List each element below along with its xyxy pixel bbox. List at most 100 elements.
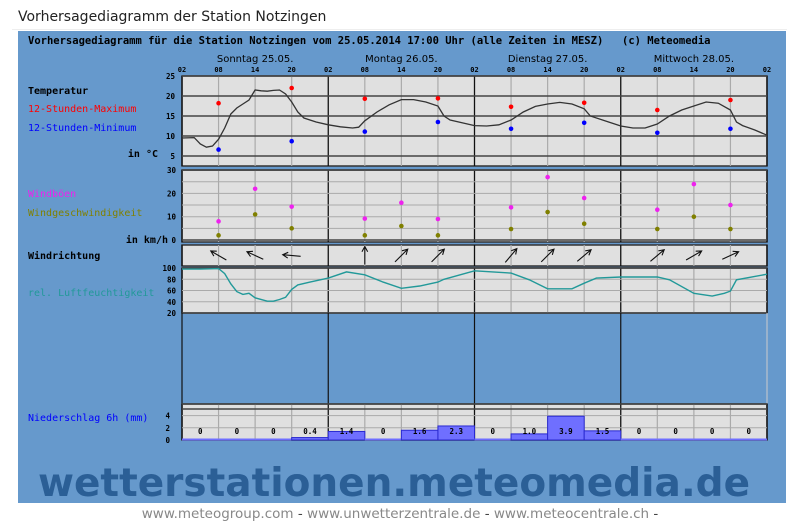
speed-point bbox=[435, 233, 441, 238]
separator: - bbox=[484, 506, 490, 522]
wind-arrow-icon bbox=[685, 250, 703, 261]
hour-tick-label: 02 bbox=[470, 66, 478, 74]
divider bbox=[12, 29, 787, 30]
y-tick-label: 40 bbox=[167, 298, 177, 307]
y-tick-label: 20 bbox=[167, 309, 177, 318]
precip-value-label: 0 bbox=[198, 427, 203, 436]
min-temp-point bbox=[581, 120, 587, 126]
y-tick-label: 15 bbox=[166, 112, 175, 121]
hour-tick-label: 14 bbox=[690, 66, 698, 74]
wind-arrow-icon bbox=[722, 250, 740, 260]
max-temp-point bbox=[581, 100, 587, 106]
precip-value-label: 1.5 bbox=[596, 427, 610, 436]
max-temp-point bbox=[216, 100, 221, 106]
hour-tick-label: 14 bbox=[397, 66, 405, 74]
speed-point bbox=[581, 221, 587, 226]
wind-unit: in km/h bbox=[126, 234, 168, 246]
max-temp-point bbox=[655, 107, 660, 113]
min-legend: 12-Stunden-Minimum bbox=[28, 123, 136, 134]
precip-value-label: 0 bbox=[491, 427, 496, 436]
speed-legend: Windgeschwindigkeit bbox=[28, 208, 142, 219]
y-tick-label: 0 bbox=[165, 436, 170, 445]
y-tick-label: 25 bbox=[166, 72, 175, 81]
wind-arrow-icon bbox=[209, 250, 227, 261]
min-temp-point bbox=[362, 129, 368, 134]
hour-tick-label: 02 bbox=[763, 66, 771, 74]
max-temp-point bbox=[728, 97, 733, 103]
gust-legend: Windböen bbox=[28, 189, 76, 200]
y-tick-label: 0 bbox=[171, 236, 176, 245]
wind-arrow-icon bbox=[245, 250, 264, 260]
hour-tick-label: 20 bbox=[287, 66, 295, 74]
precip-value-label: 0.4 bbox=[303, 427, 317, 436]
separator: - bbox=[653, 506, 659, 522]
hour-tick-label: 14 bbox=[251, 66, 259, 74]
speed-point bbox=[545, 209, 550, 215]
y-tick-label: 30 bbox=[167, 166, 177, 175]
precip-bar bbox=[437, 425, 475, 441]
y-tick-label: 20 bbox=[167, 189, 177, 198]
precip-bar bbox=[291, 437, 329, 441]
min-temp-point bbox=[216, 147, 221, 152]
speed-point bbox=[289, 226, 294, 231]
precip-value-label: 0 bbox=[710, 427, 715, 436]
footer-links: www.meteogroup.com - www.unwetterzentral… bbox=[0, 506, 800, 522]
max-temp-point bbox=[289, 85, 294, 91]
humidity-line bbox=[182, 267, 768, 302]
speed-point bbox=[655, 226, 660, 232]
hour-tick-label: 20 bbox=[434, 66, 442, 74]
gust-point bbox=[362, 216, 368, 221]
y-tick-label: 100 bbox=[162, 264, 176, 273]
temperature-line bbox=[181, 89, 768, 148]
precip-value-label: 1.0 bbox=[523, 427, 537, 436]
wind-arrow-icon bbox=[431, 248, 446, 263]
speed-point bbox=[728, 226, 733, 232]
precip-value-label: 1.6 bbox=[413, 427, 427, 436]
hour-tick-label: 08 bbox=[214, 66, 222, 74]
wind-arrow-icon bbox=[504, 247, 518, 263]
speed-point bbox=[216, 233, 221, 238]
link-unwetterzentrale[interactable]: www.unwetterzentrale.de bbox=[307, 506, 481, 522]
precip-value-label: 2.3 bbox=[449, 427, 463, 436]
link-meteogroup[interactable]: www.meteogroup.com bbox=[141, 506, 294, 522]
precip-value-label: 0 bbox=[637, 427, 642, 436]
hour-tick-label: 02 bbox=[324, 66, 332, 74]
y-tick-label: 10 bbox=[166, 132, 176, 141]
precip-value-label: 1.4 bbox=[340, 427, 354, 436]
wind-arrow-icon bbox=[540, 248, 555, 263]
gust-point bbox=[581, 195, 587, 201]
hour-tick-label: 02 bbox=[617, 66, 625, 74]
page-title: Vorhersagediagramm der Station Notzingen bbox=[18, 9, 327, 25]
precip-legend: Niederschlag 6h (mm) bbox=[28, 413, 148, 424]
min-temp-point bbox=[728, 126, 733, 132]
min-temp-point bbox=[655, 130, 660, 136]
wind-arrow-icon bbox=[576, 248, 592, 262]
speed-point bbox=[691, 214, 697, 219]
wind-arrow-icon bbox=[281, 251, 301, 259]
precip-value-label: 0 bbox=[271, 427, 276, 436]
speed-point bbox=[399, 223, 404, 229]
hour-tick-label: 02 bbox=[178, 66, 186, 74]
chart-title: Vorhersagediagramm für die Station Notzi… bbox=[28, 35, 603, 47]
y-tick-label: 2 bbox=[165, 424, 170, 433]
speed-point bbox=[252, 212, 258, 217]
gust-point bbox=[655, 207, 660, 213]
y-tick-label: 10 bbox=[167, 213, 177, 222]
hour-tick-label: 20 bbox=[726, 66, 734, 74]
gust-point bbox=[728, 202, 733, 208]
wind-direction-label: Windrichtung bbox=[28, 250, 100, 262]
gust-point bbox=[216, 219, 221, 224]
gust-point bbox=[289, 204, 294, 209]
speed-point bbox=[508, 226, 514, 232]
wind-arrow-icon bbox=[394, 248, 409, 263]
link-meteocentrale[interactable]: www.meteocentrale.ch bbox=[493, 506, 650, 522]
max-temp-point bbox=[508, 104, 514, 110]
precip-bar bbox=[327, 430, 366, 441]
precip-bar bbox=[583, 430, 622, 441]
min-temp-point bbox=[435, 119, 441, 125]
watermark: wetterstationen.meteomedia.de bbox=[38, 461, 750, 506]
humidity-legend: rel. Luftfeuchtigkeit bbox=[28, 288, 154, 299]
max-temp-point bbox=[362, 96, 368, 102]
gust-point bbox=[252, 186, 258, 192]
copyright: (c) Meteomedia bbox=[622, 35, 711, 47]
